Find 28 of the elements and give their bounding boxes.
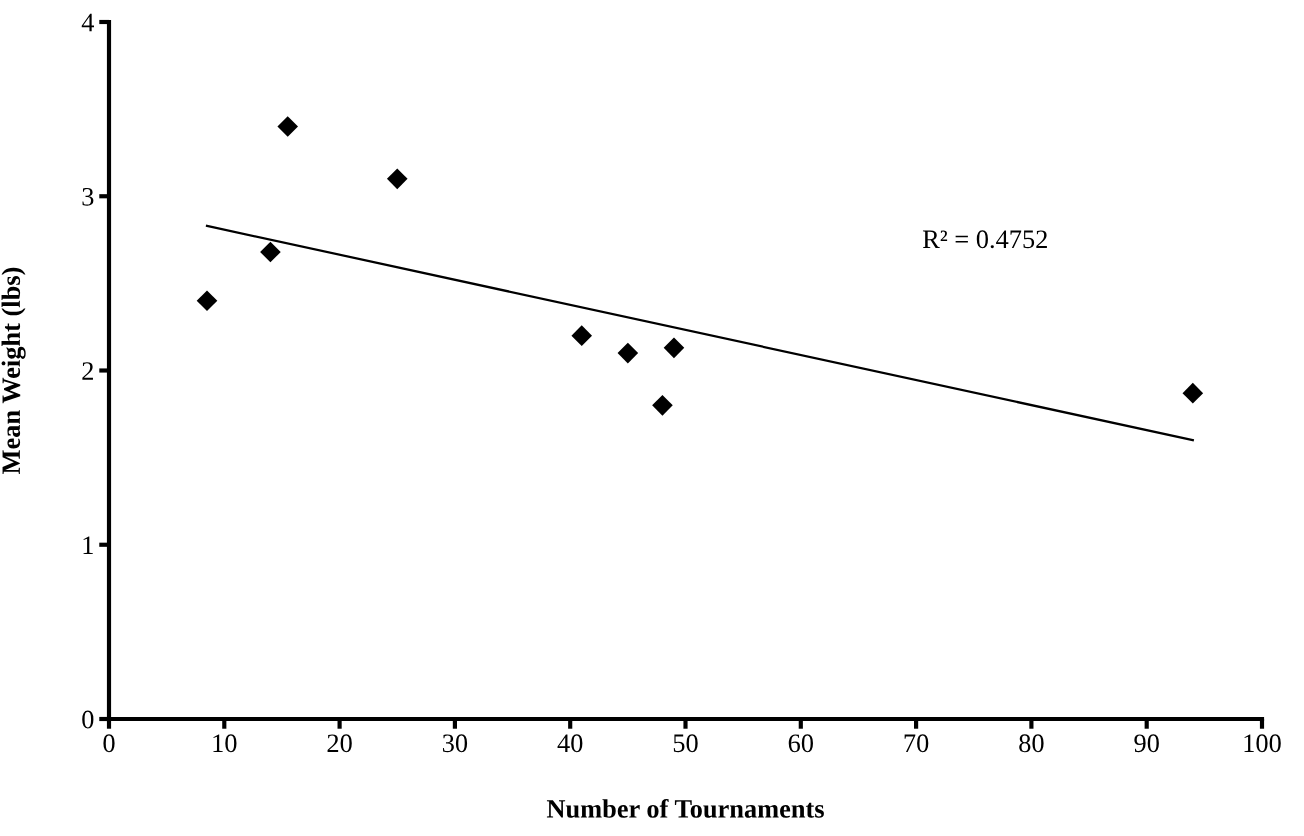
y-tick-label: 1 [83,536,93,554]
x-tick-label: 30 [442,734,468,753]
point [652,395,673,416]
x-tick-label: 70 [904,734,929,753]
point [386,168,408,190]
point [1182,382,1204,404]
point [571,325,593,346]
x-tick-label: 40 [557,734,583,753]
y-tick-label: 0 [82,710,94,729]
x-tick-label: 90 [1134,734,1159,753]
y-tick-label: 2 [82,362,93,380]
y-tick-label: 4 [81,13,94,32]
y-tick-label: 3 [82,187,94,206]
annotation: R² = 0.4752 [922,230,1047,249]
x-tick-label: 80 [1019,734,1044,753]
point [196,290,218,312]
point [663,337,685,359]
x-axis-title: Number of Tournaments [546,798,824,818]
x-tick-label: 60 [788,734,813,753]
x-tick-label: 10 [213,734,237,753]
x-tick-label: 0 [103,734,115,753]
point [617,342,639,364]
x-tick-label: 50 [673,734,698,753]
point [260,241,281,263]
x-tick-label: 20 [327,734,352,753]
y-axis-title: Mean Weight (lbs) [1,267,26,474]
point [277,116,299,137]
x-tick-label: 100 [1244,734,1281,753]
